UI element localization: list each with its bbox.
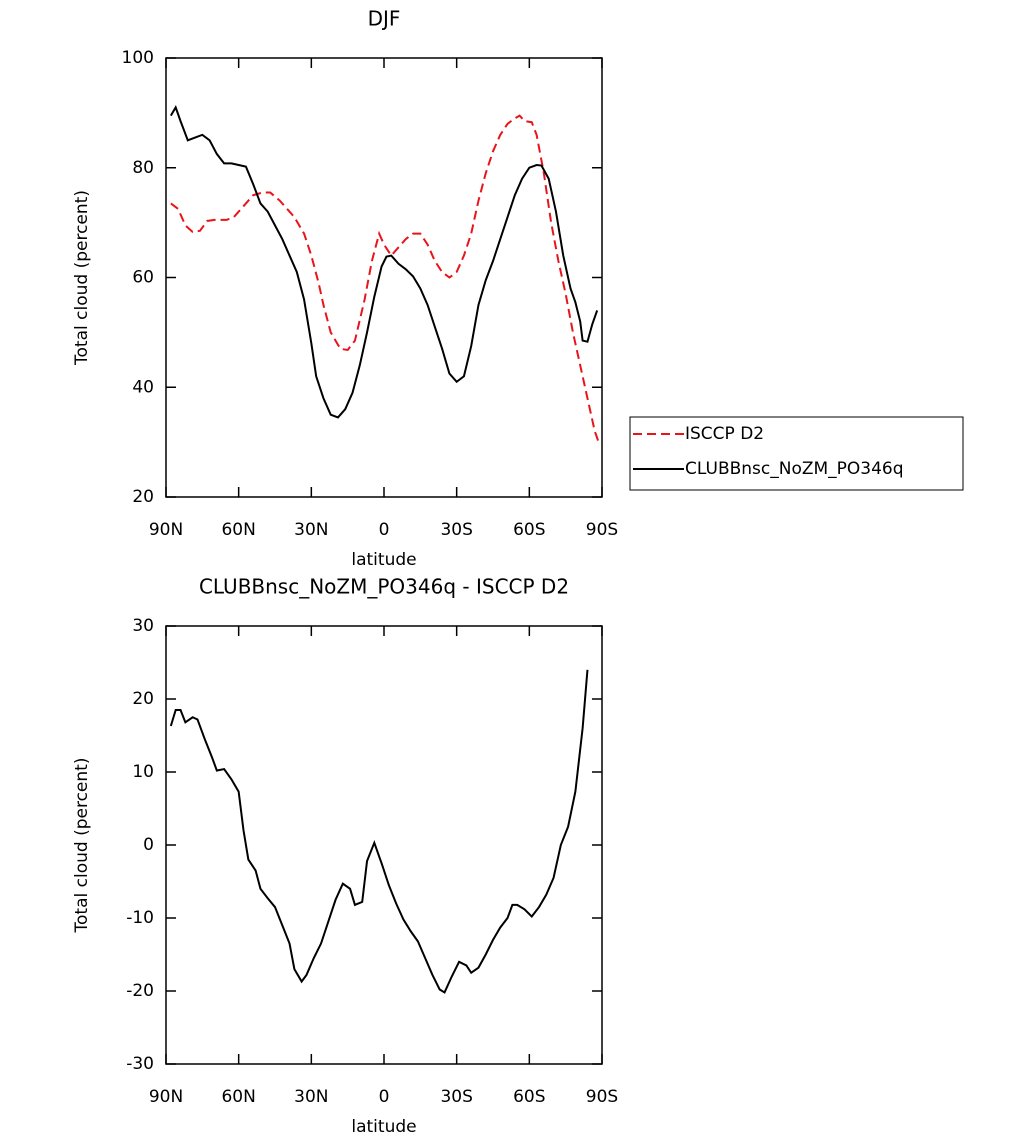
x-tick-label: 60S bbox=[513, 1087, 545, 1107]
x-tick-label: 60S bbox=[513, 520, 545, 540]
x-tick-label: 90N bbox=[149, 520, 183, 540]
chart-title: DJF bbox=[368, 7, 401, 31]
legend-label: CLUBBnsc_NoZM_PO346q bbox=[685, 459, 904, 479]
y-tick-label: 0 bbox=[143, 835, 154, 855]
legend-box bbox=[629, 416, 964, 491]
x-tick-label: 60N bbox=[221, 520, 255, 540]
y-tick-label: 10 bbox=[132, 762, 154, 782]
plot-frame bbox=[165, 625, 603, 1065]
chart-title: CLUBBnsc_NoZM_PO346q - ISCCP D2 bbox=[199, 575, 569, 599]
x-tick-label: 90S bbox=[586, 520, 618, 540]
x-axis-label: latitude bbox=[351, 550, 416, 570]
y-tick-label: -30 bbox=[126, 1054, 154, 1074]
y-tick-label: 20 bbox=[132, 689, 154, 709]
data-line bbox=[170, 114, 601, 446]
y-tick-label: -10 bbox=[126, 908, 154, 928]
y-axis-label: Total cloud (percent) bbox=[72, 758, 92, 934]
y-tick-label: 100 bbox=[122, 48, 154, 68]
legend-label: ISCCP D2 bbox=[685, 424, 764, 444]
x-tick-label: 30S bbox=[440, 520, 472, 540]
x-tick-label: 0 bbox=[379, 520, 390, 540]
x-tick-label: 60N bbox=[221, 1087, 255, 1107]
y-tick-label: 20 bbox=[132, 487, 154, 507]
y-tick-label: 30 bbox=[132, 616, 154, 636]
data-line bbox=[169, 105, 599, 419]
x-tick-label: 30N bbox=[294, 1087, 328, 1107]
y-tick-label: 60 bbox=[132, 268, 154, 288]
y-tick-label: -20 bbox=[126, 981, 154, 1001]
x-tick-label: 0 bbox=[379, 1087, 390, 1107]
y-tick-label: 40 bbox=[132, 377, 154, 397]
x-tick-label: 90S bbox=[586, 1087, 618, 1107]
x-tick-label: 90N bbox=[149, 1087, 183, 1107]
data-line bbox=[169, 669, 589, 994]
plot-frame bbox=[165, 57, 603, 498]
y-axis-label: Total cloud (percent) bbox=[72, 190, 92, 366]
x-axis-label: latitude bbox=[351, 1117, 416, 1137]
y-tick-label: 80 bbox=[132, 158, 154, 178]
x-tick-label: 30N bbox=[294, 520, 328, 540]
x-tick-label: 30S bbox=[440, 1087, 472, 1107]
